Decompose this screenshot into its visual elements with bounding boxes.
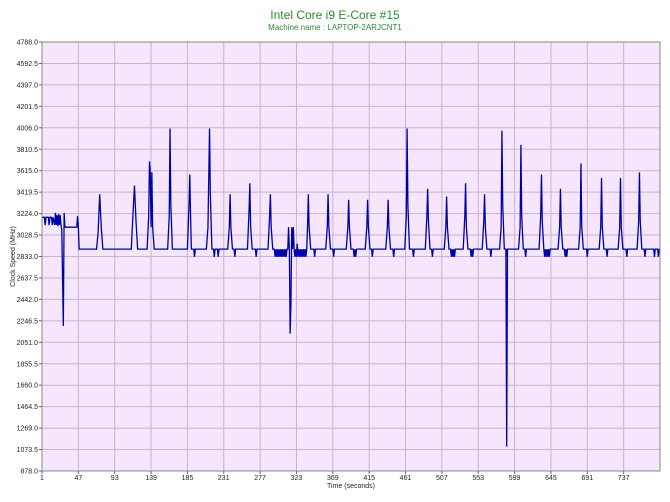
series-group <box>42 128 660 447</box>
y-tick-label: 1073.5 <box>17 447 39 454</box>
x-tick-label: 737 <box>618 475 630 482</box>
x-tick-label: 277 <box>254 475 266 482</box>
y-tick-label: 4201.5 <box>17 104 39 111</box>
y-tick-label: 2051.0 <box>17 340 39 347</box>
y-axis-label: Clock Speed (MHz) <box>10 226 17 287</box>
y-tick-label: 2442.0 <box>17 297 39 304</box>
y-tick-label: 3810.5 <box>17 147 39 154</box>
x-tick-label: 507 <box>436 475 448 482</box>
y-tick-label: 4397.0 <box>17 82 39 89</box>
chart-title: Intel Core i9 E-Core #15 <box>270 8 400 22</box>
y-axis: 878.0 1073.5 1269.0 1464.5 1660.0 1855.5 2051.… <box>17 40 42 476</box>
x-tick-label: 691 <box>581 475 593 482</box>
x-tick-label: 415 <box>363 475 375 482</box>
y-tick-label: 3615.0 <box>17 168 39 175</box>
y-tick-label: 4006.0 <box>17 125 39 132</box>
y-tick-label: 1464.5 <box>17 404 39 411</box>
x-tick-label: 599 <box>509 475 521 482</box>
y-tick-label: 4592.5 <box>17 61 39 68</box>
y-tick-label: 1269.0 <box>17 426 39 433</box>
x-axis-label: Time (seconds) <box>327 483 375 490</box>
y-tick-label: 1660.0 <box>17 383 39 390</box>
x-tick-label: 1 <box>40 475 44 482</box>
y-tick-label: 4788.0 <box>17 40 39 47</box>
y-tick-label: 2246.5 <box>17 318 39 325</box>
y-tick-label: 1855.5 <box>17 361 39 368</box>
x-tick-label: 553 <box>472 475 484 482</box>
series-line-1 <box>505 249 509 447</box>
x-tick-label: 461 <box>400 475 412 482</box>
chart-subtitle: Machine name : LAPTOP-2ARJCNT1 <box>268 23 402 32</box>
x-axis: 1 47 93 139 185 231 277 323 369 415 461 507 553 599 64… <box>40 471 630 482</box>
y-tick-label: 878.0 <box>20 469 38 476</box>
y-tick-label: 3419.5 <box>17 190 39 197</box>
y-tick-label: 2637.5 <box>17 275 39 282</box>
x-tick-label: 185 <box>182 475 194 482</box>
x-tick-label: 323 <box>291 475 303 482</box>
x-tick-label: 231 <box>218 475 230 482</box>
x-tick-label: 93 <box>111 475 119 482</box>
series-line-0 <box>42 128 660 334</box>
x-tick-label: 645 <box>545 475 557 482</box>
x-tick-label: 47 <box>74 475 82 482</box>
y-tick-label: 2833.0 <box>17 254 39 261</box>
x-tick-label: 369 <box>327 475 339 482</box>
y-tick-label: 3224.0 <box>17 211 39 218</box>
y-tick-label: 3028.5 <box>17 233 39 240</box>
x-tick-label: 139 <box>145 475 157 482</box>
